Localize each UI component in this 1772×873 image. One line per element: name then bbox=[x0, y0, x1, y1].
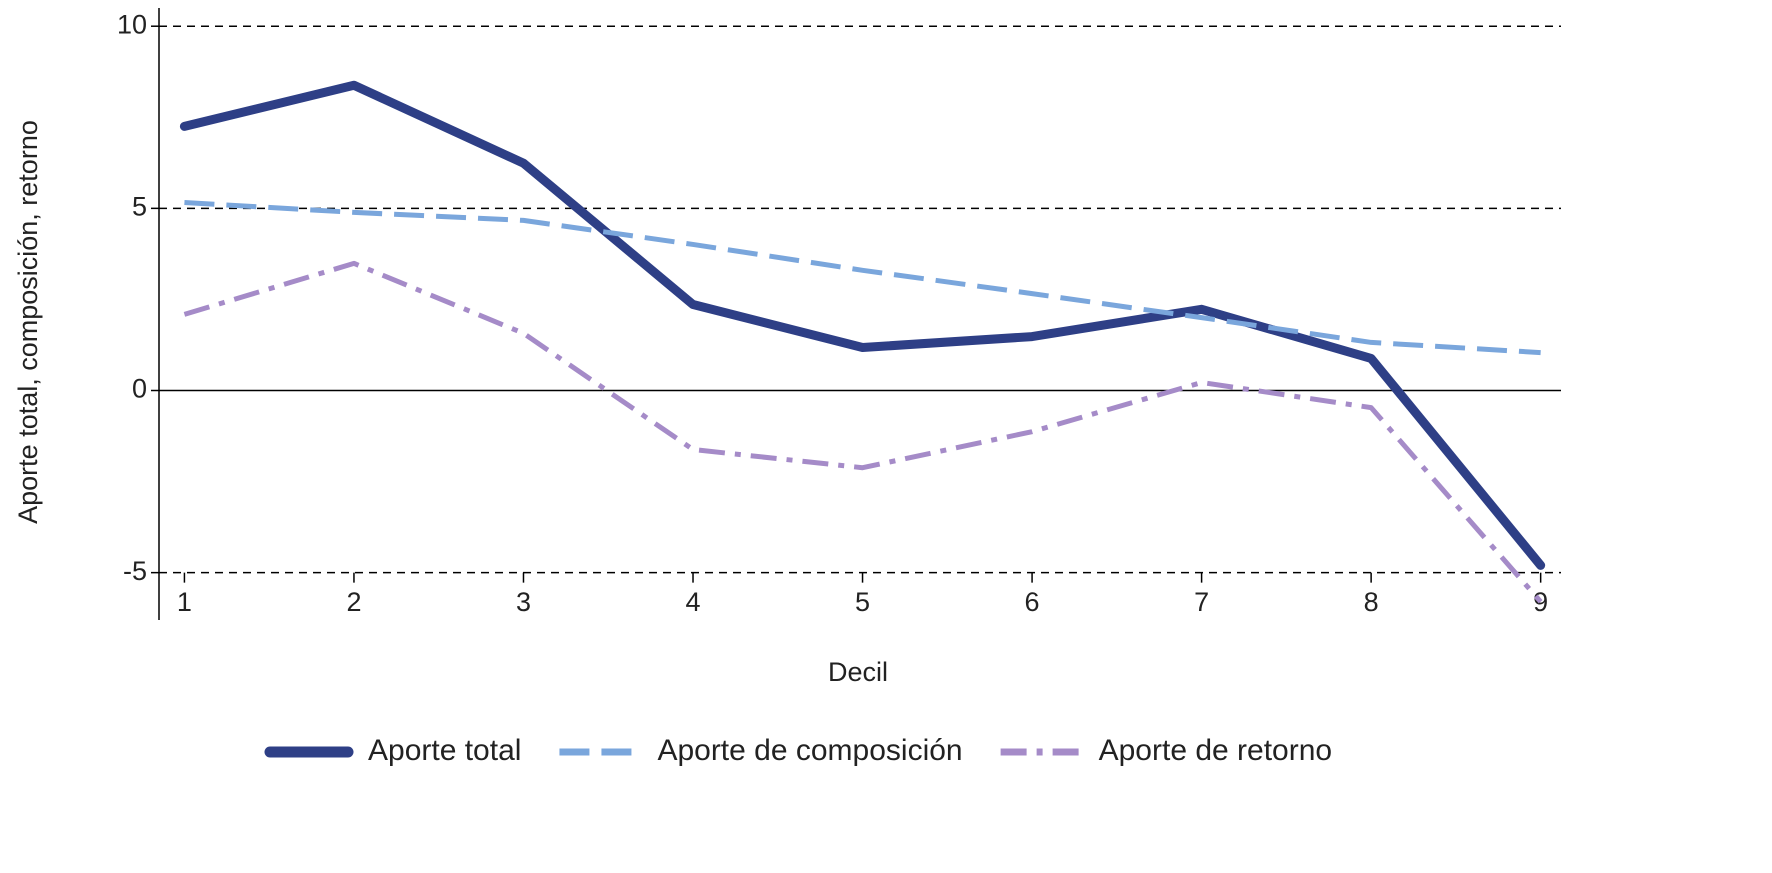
y-axis-label: Aporte total, composición, retorno bbox=[13, 120, 43, 524]
x-tick-label: 1 bbox=[177, 587, 192, 617]
y-tick-label: 0 bbox=[132, 374, 147, 404]
series-line bbox=[184, 200, 1541, 356]
x-tick-label: 8 bbox=[1364, 587, 1379, 617]
x-tick-label: 4 bbox=[685, 587, 700, 617]
x-tick-label: 7 bbox=[1194, 587, 1209, 617]
y-tick-label: -5 bbox=[123, 556, 147, 586]
y-tick-label: 10 bbox=[117, 9, 147, 39]
series-line bbox=[179, 80, 1546, 570]
y-tick-label: 5 bbox=[132, 191, 147, 221]
x-axis-label: Decil bbox=[828, 657, 888, 687]
legend-label: Aporte de retorno bbox=[1099, 734, 1332, 767]
x-tick-label: 3 bbox=[516, 587, 531, 617]
legend: Aporte total Aporte de composición Aporte … bbox=[264, 734, 1332, 767]
series-line bbox=[183, 260, 1543, 604]
legend-label: Aporte de composición bbox=[657, 734, 962, 767]
x-tick-label: 2 bbox=[346, 587, 361, 617]
legend-label: Aporte total bbox=[368, 734, 521, 767]
x-tick-label: 5 bbox=[855, 587, 870, 617]
x-tick-label: 6 bbox=[1025, 587, 1040, 617]
